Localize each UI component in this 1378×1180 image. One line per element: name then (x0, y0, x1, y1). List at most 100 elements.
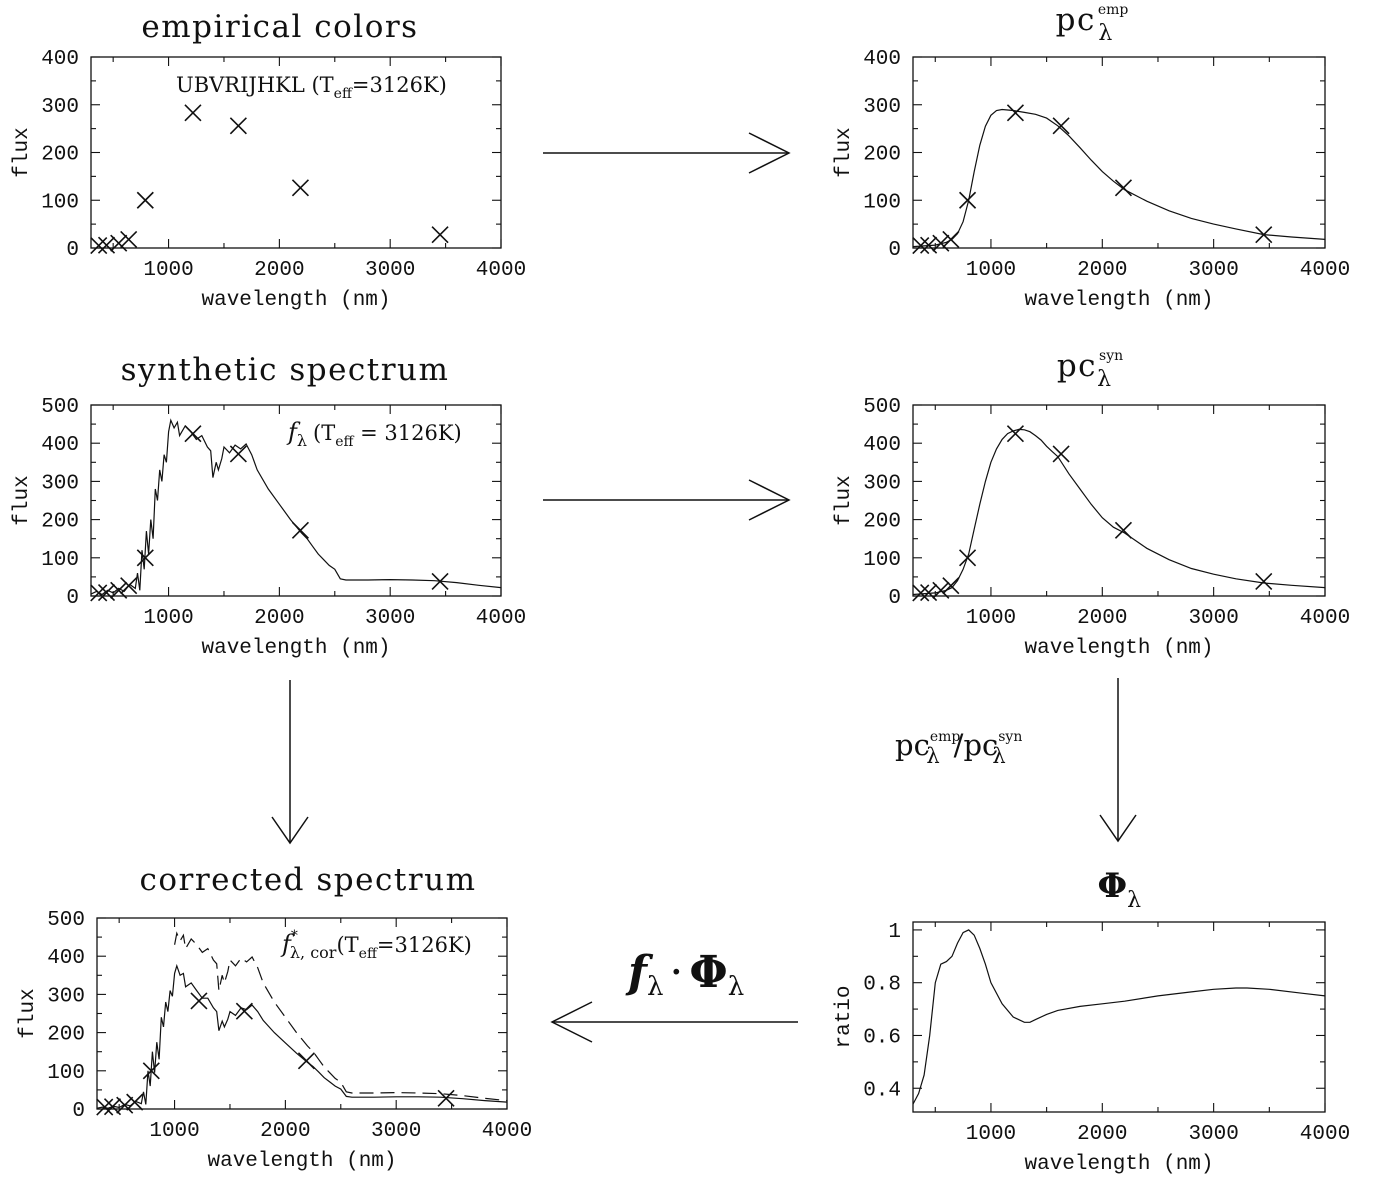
flow-arrow-down-right (1099, 678, 1137, 843)
flow-arrow-down-left (271, 680, 309, 845)
data-marker-x (958, 191, 977, 209)
x-tick-label: 4000 (1300, 1123, 1350, 1146)
panel-annotation: f* λ, cor(Teff=3126K) (280, 928, 472, 962)
x-axis-label: wavelength (nm) (207, 1150, 396, 1173)
y-tick-label: 300 (41, 472, 79, 495)
data-marker-x (1052, 117, 1070, 135)
series-line (96, 963, 508, 1109)
data-marker-x (1114, 521, 1133, 539)
y-axis-label: ratio (833, 985, 856, 1048)
y-tick-label: 300 (863, 472, 901, 495)
panel-title: corrected spectrum (140, 862, 477, 898)
data-marker-x (120, 230, 138, 248)
panel-phi: Φλ 1000 2000 3000 4000 0.4 0.6 0.8 1 wavelength … (833, 866, 1350, 1176)
data-marker-x (1255, 226, 1273, 244)
y-tick-label: 200 (863, 511, 901, 534)
panel-empirical-colors: empirical colors UBVRIJHKL (Teff=3126K) … (11, 9, 526, 312)
x-axis-label: wavelength (nm) (1024, 1153, 1213, 1176)
y-tick-label: 100 (863, 549, 901, 572)
data-marker-x (942, 577, 960, 595)
y-axis-label: flux (11, 475, 34, 525)
data-marker-x (136, 549, 154, 567)
y-tick-label: 300 (863, 96, 901, 119)
y-axis-label: flux (17, 988, 40, 1038)
x-tick-label: 3000 (1188, 259, 1238, 282)
data-marker-x (932, 581, 950, 599)
data-marker-x (116, 1096, 134, 1114)
data-marker-x (229, 445, 247, 463)
y-tick-label: 0 (66, 587, 79, 610)
data-marker-x (110, 581, 128, 599)
x-tick-label: 1000 (143, 607, 193, 630)
x-tick-label: 3000 (365, 607, 415, 630)
panel-title: synthetic spectrum (121, 352, 450, 388)
y-tick-label: 0.6 (863, 1026, 901, 1049)
flow-product-label: fλ · Φλ (625, 947, 744, 1002)
data-marker-x (932, 234, 950, 252)
x-tick-label: 3000 (371, 1120, 421, 1143)
data-marker-x (291, 179, 309, 197)
x-axis-label: wavelength (nm) (1024, 637, 1213, 660)
y-tick-label: 300 (47, 985, 85, 1008)
y-tick-label: 1 (888, 921, 901, 944)
y-axis-label: flux (833, 475, 856, 525)
x-tick-label: 4000 (476, 259, 526, 282)
plot-frame (912, 921, 1326, 1113)
flow-arrow-right-middle (543, 479, 791, 521)
data-marker-x (912, 584, 930, 602)
x-tick-label: 4000 (476, 607, 526, 630)
y-tick-label: 500 (41, 396, 79, 419)
data-marker-x (235, 1002, 253, 1020)
data-marker-x (958, 549, 977, 567)
x-tick-label: 3000 (1188, 607, 1238, 630)
y-tick-label: 500 (47, 909, 85, 932)
y-tick-label: 200 (41, 144, 79, 167)
data-marker-x (431, 226, 449, 244)
data-marker-x (126, 1093, 144, 1111)
data-marker-x (912, 237, 930, 255)
y-tick-label: 200 (41, 511, 79, 534)
data-marker-x (190, 992, 208, 1010)
series-line-dashed (174, 931, 508, 1102)
data-marker-x (136, 191, 154, 209)
data-marker-x (184, 425, 202, 443)
x-tick-label: 2000 (254, 259, 304, 282)
y-tick-label: 100 (863, 191, 901, 214)
panel-title: empirical colors (141, 9, 418, 45)
y-tick-label: 0 (888, 587, 901, 610)
x-axis-label: wavelength (nm) (1024, 289, 1213, 312)
y-tick-label: 0.8 (863, 974, 901, 997)
data-marker-x (1006, 425, 1025, 443)
x-tick-label: 2000 (254, 607, 304, 630)
x-tick-label: 2000 (1077, 259, 1127, 282)
y-tick-label: 200 (863, 144, 901, 167)
x-tick-label: 1000 (966, 607, 1016, 630)
series-line (912, 108, 1326, 248)
y-tick-label: 0.4 (863, 1079, 901, 1102)
data-marker-x (229, 117, 247, 135)
data-marker-x (291, 521, 309, 539)
x-tick-label: 1000 (149, 1120, 199, 1143)
x-tick-label: 2000 (1077, 607, 1127, 630)
data-marker-x (142, 1062, 160, 1080)
series-line (90, 418, 502, 596)
x-tick-label: 2000 (260, 1120, 310, 1143)
x-tick-label: 4000 (1300, 607, 1350, 630)
data-marker-x (437, 1089, 455, 1107)
x-tick-label: 1000 (143, 259, 193, 282)
data-marker-x (120, 577, 138, 595)
panel-title: pc emp λ (1056, 2, 1129, 46)
y-axis-label: flux (833, 127, 856, 177)
y-tick-label: 100 (41, 191, 79, 214)
data-marker-x (1255, 572, 1273, 591)
data-marker-x (1006, 104, 1025, 122)
data-marker-x (184, 104, 202, 122)
y-tick-label: 100 (47, 1062, 85, 1085)
panel-pc-syn: pc syn λ 1000 2000 3000 4000 0 100 200 300 400 500 w… (833, 348, 1350, 660)
panel-pc-emp: pc emp λ 1000 2000 3000 4000 0 100 200 300 400 wave… (833, 2, 1350, 312)
data-marker-x (297, 1052, 315, 1070)
x-tick-label: 3000 (365, 259, 415, 282)
data-marker-x (96, 1098, 114, 1116)
y-tick-label: 400 (41, 48, 79, 71)
